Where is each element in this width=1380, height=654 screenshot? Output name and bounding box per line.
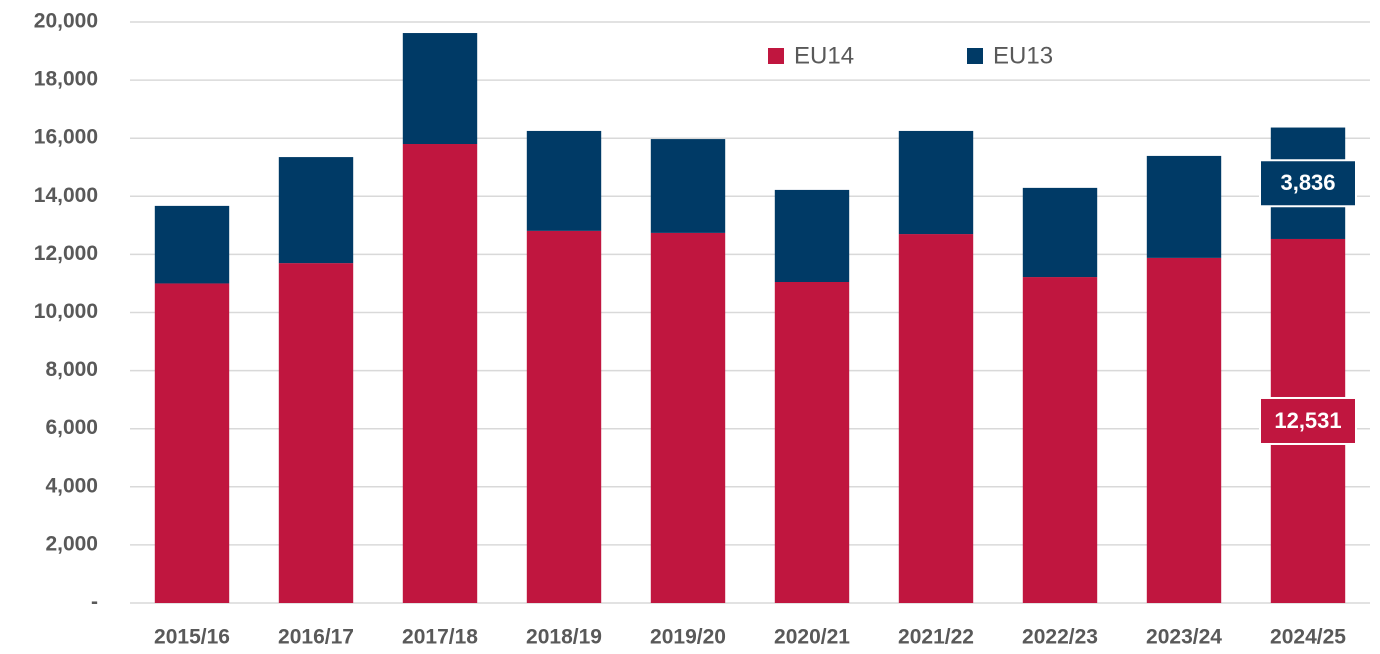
x-tick-label: 2021/22 <box>898 626 974 649</box>
bar-segment <box>402 144 478 603</box>
x-tick-label: 2018/19 <box>526 626 602 649</box>
value-label-box <box>1259 159 1357 208</box>
legend-swatch <box>768 48 784 64</box>
value-label-box <box>1259 396 1357 445</box>
bar-segment <box>898 130 974 235</box>
bar-segment <box>526 230 602 603</box>
bar-segment <box>1146 155 1222 258</box>
y-tick-label: 16,000 <box>34 126 98 149</box>
x-tick-label: 2022/23 <box>1022 626 1098 649</box>
bar-segment <box>278 157 354 264</box>
x-tick-label: 2016/17 <box>278 626 354 649</box>
bar-segment <box>774 189 850 282</box>
bar-segment <box>402 33 478 145</box>
y-tick-label: 2,000 <box>45 532 98 555</box>
x-tick-label: 2020/21 <box>774 626 850 649</box>
bar-segment <box>650 139 726 233</box>
x-tick-label: 2017/18 <box>402 626 478 649</box>
x-tick-label: 2024/25 <box>1270 626 1346 649</box>
bar-segment <box>154 205 230 284</box>
value-label: 3,836 <box>1280 170 1335 195</box>
x-tick-label: 2023/24 <box>1146 626 1222 649</box>
bar-segment <box>154 283 230 603</box>
legend-label: EU13 <box>993 42 1053 69</box>
y-tick-label: 8,000 <box>45 358 98 381</box>
x-tick-label: 2015/16 <box>154 626 230 649</box>
y-tick-label: 20,000 <box>34 10 98 33</box>
y-tick-label: 12,000 <box>34 242 98 265</box>
y-tick-label: 18,000 <box>34 68 98 91</box>
legend-label: EU14 <box>794 42 854 69</box>
bar-segment <box>1022 277 1098 603</box>
y-tick-label: - <box>91 591 98 614</box>
bar-segment <box>898 234 974 603</box>
bar-segment <box>650 232 726 603</box>
value-label: 12,531 <box>1274 408 1341 433</box>
y-tick-label: 10,000 <box>34 300 98 323</box>
bar-segment <box>774 281 850 603</box>
y-tick-label: 4,000 <box>45 474 98 497</box>
x-tick-label: 2019/20 <box>650 626 726 649</box>
bar-segment <box>278 263 354 603</box>
bar-segment <box>526 130 602 231</box>
legend-swatch <box>967 48 983 64</box>
bar-segment <box>1022 187 1098 278</box>
y-tick-label: 14,000 <box>34 184 98 207</box>
y-tick-label: 6,000 <box>45 416 98 439</box>
bar-segment <box>1146 257 1222 603</box>
